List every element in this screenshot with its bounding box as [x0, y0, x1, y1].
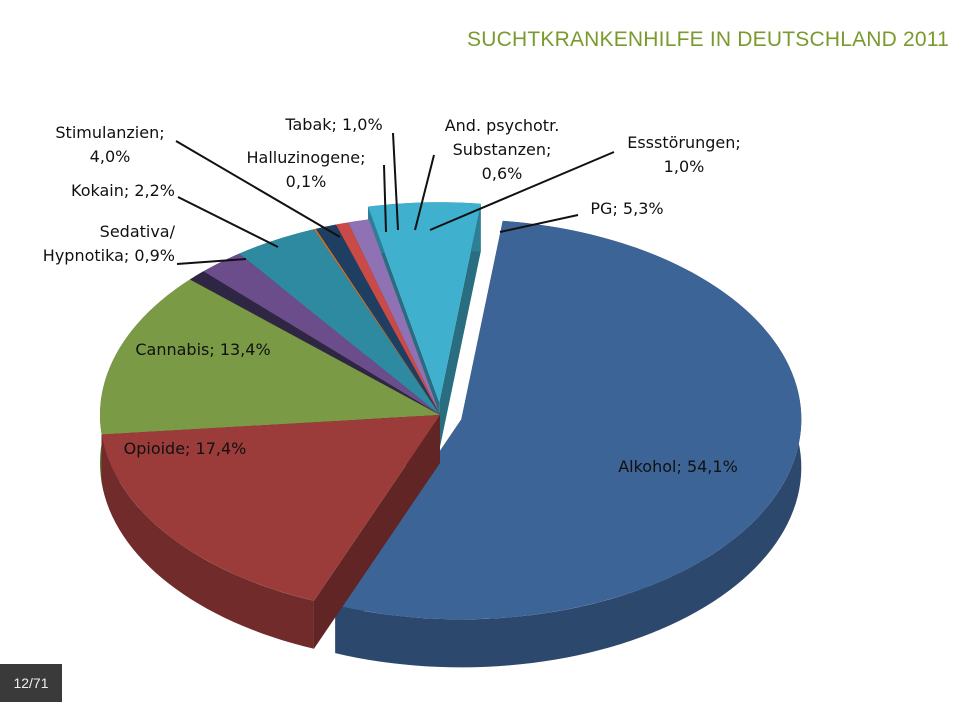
data-label-halluzinogene: Halluzinogene; 0,1% — [246, 148, 365, 191]
data-label-tabak: Tabak; 1,0% — [284, 115, 382, 134]
page-counter: 12/71 — [0, 664, 62, 702]
leader-line-essstoerungen — [429, 151, 615, 231]
data-label-alkohol: Alkohol; 54,1% — [618, 457, 738, 476]
slide-title: SUCHTKRANKENHILFE IN DEUTSCHLAND 2011 — [467, 28, 949, 51]
data-label-stimulanzien: Stimulanzien; 4,0% — [55, 123, 164, 166]
leader-line-stimulanzien — [175, 140, 341, 238]
leader-line-kokain — [177, 196, 279, 248]
leader-line-sedativa — [176, 258, 247, 265]
data-label-essstoerungen: Essstörungen; 1,0% — [627, 133, 741, 176]
data-label-opioide: Opioide; 17,4% — [124, 439, 247, 458]
pie-slice-opioide — [101, 415, 440, 649]
data-label-sedativa: Sedativa/Hypnotika; 0,9% — [43, 222, 176, 265]
data-label-andpsych: And. psychotr. Substanzen; 0,6% — [445, 116, 560, 183]
leader-line-tabak — [392, 132, 399, 231]
data-label-kokain: Kokain; 2,2% — [71, 181, 175, 200]
leader-line-andpsych — [414, 154, 435, 231]
data-label-pg: PG; 5,3% — [590, 199, 663, 218]
leader-line-halluzinogene — [383, 164, 387, 233]
data-label-cannabis: Cannabis; 13,4% — [135, 340, 270, 359]
leader-line-pg — [499, 214, 579, 233]
